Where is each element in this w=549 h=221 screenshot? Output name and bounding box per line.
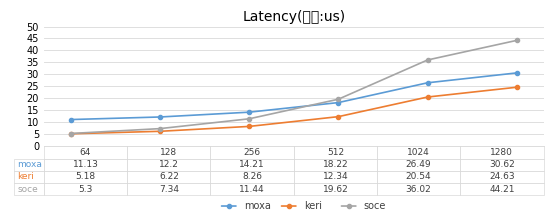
- soce: [335, 98, 341, 101]
- moxa: [335, 101, 341, 104]
- Line: keri: keri: [69, 85, 519, 136]
- Text: moxa: moxa: [244, 201, 271, 211]
- Line: moxa: moxa: [69, 71, 519, 122]
- moxa: [513, 72, 520, 74]
- soce: [156, 127, 163, 130]
- moxa: [156, 116, 163, 118]
- moxa: [68, 118, 74, 121]
- keri: [68, 132, 74, 135]
- soce: [246, 118, 253, 120]
- Line: soce: soce: [69, 38, 519, 136]
- keri: [513, 86, 520, 89]
- keri: [424, 96, 431, 98]
- Text: keri: keri: [304, 201, 322, 211]
- soce: [424, 59, 431, 61]
- soce: [68, 132, 74, 135]
- Title: Latency(단위:us): Latency(단위:us): [242, 10, 345, 24]
- moxa: [246, 111, 253, 114]
- keri: [156, 130, 163, 133]
- soce: [513, 39, 520, 42]
- keri: [335, 115, 341, 118]
- moxa: [424, 82, 431, 84]
- keri: [246, 125, 253, 128]
- Text: soce: soce: [363, 201, 386, 211]
